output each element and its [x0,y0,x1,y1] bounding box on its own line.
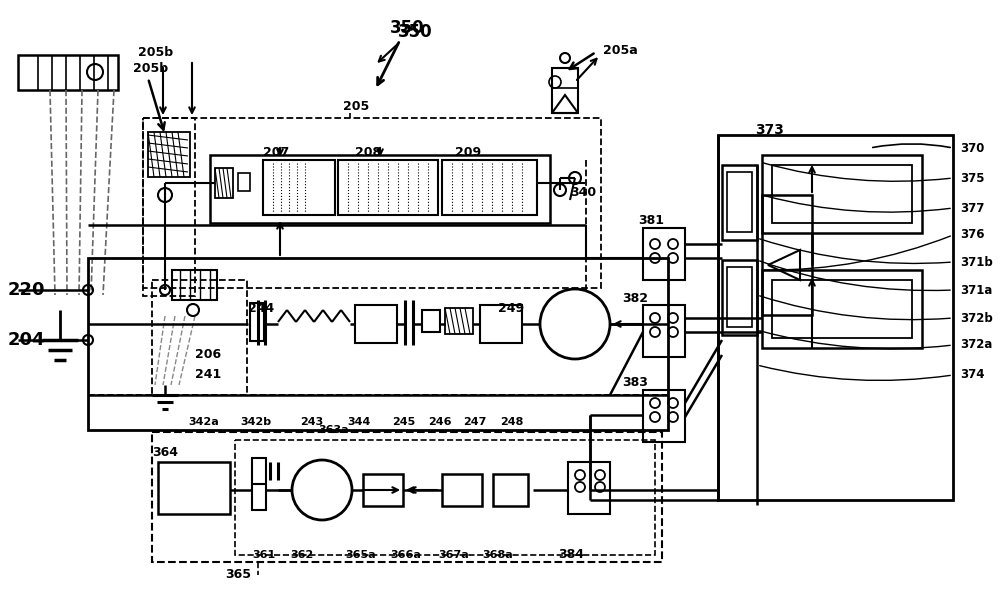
Bar [722,260,757,335]
Bar [152,432,662,562]
Text: 381: 381 [638,213,664,227]
Bar [250,303,264,341]
Text: 365a: 365a [345,550,376,560]
Text: 367a: 367a [438,550,469,560]
Text: 383: 383 [622,377,648,389]
Bar [643,305,685,357]
Bar [338,160,438,215]
Bar [235,440,655,555]
Text: 350: 350 [390,19,425,37]
Bar [172,270,217,300]
Bar [762,195,812,315]
Text: 365: 365 [225,569,251,581]
Text: 350: 350 [398,23,433,41]
Bar [422,310,440,332]
Text: 342a: 342a [188,417,219,427]
Bar [363,474,403,506]
Text: 374: 374 [960,368,984,382]
Text: 362: 362 [290,550,313,560]
Text: 209: 209 [455,145,481,158]
Text: 207: 207 [263,145,289,158]
Text: 205: 205 [343,99,369,112]
Bar [215,168,233,198]
Bar [493,474,528,506]
Text: 245: 245 [392,417,415,427]
Bar [762,155,922,233]
Bar [158,462,230,514]
Bar [643,228,685,280]
Bar [210,155,550,223]
Text: 375: 375 [960,172,984,185]
Bar [552,68,578,113]
Text: 344: 344 [347,417,370,427]
Text: 247: 247 [463,417,486,427]
Text: 243: 243 [300,417,323,427]
Bar [718,135,953,500]
Bar [727,172,752,232]
Text: 248: 248 [500,417,523,427]
Text: 205b: 205b [133,62,168,75]
Text: 220: 220 [8,281,46,299]
Text: 244: 244 [248,301,274,315]
Bar [143,118,601,288]
Bar [88,258,668,430]
Text: 373: 373 [755,123,784,137]
Bar [480,305,522,343]
Text: 382: 382 [622,291,648,304]
Bar [762,270,922,348]
Text: 340: 340 [570,185,596,199]
Bar [148,132,190,177]
Bar [445,308,473,334]
Text: 372a: 372a [960,338,992,352]
Text: 205b: 205b [138,45,173,59]
Text: 206: 206 [195,349,221,362]
Bar [568,462,610,514]
Text: 249: 249 [498,301,524,315]
Bar [442,474,482,506]
Text: 384: 384 [558,548,584,562]
Bar [152,280,247,395]
Bar [772,165,912,223]
Bar [772,280,912,338]
Text: 364: 364 [152,446,178,459]
Bar [643,390,685,442]
Bar [442,160,537,215]
Text: 371a: 371a [960,283,992,297]
Text: 204: 204 [8,331,46,349]
Bar [18,55,118,90]
Text: 370: 370 [960,142,984,154]
Text: 377: 377 [960,202,984,215]
Text: 205a: 205a [603,44,638,56]
Text: 366a: 366a [390,550,421,560]
Text: 208: 208 [355,145,381,158]
Bar [727,267,752,327]
Text: 361: 361 [252,550,275,560]
Bar [143,118,195,296]
Text: 363a: 363a [318,425,349,435]
Text: 342b: 342b [240,417,271,427]
Text: 371b: 371b [960,255,993,269]
Bar [238,173,250,191]
Text: 368a: 368a [482,550,513,560]
Bar [722,165,757,240]
Text: 372b: 372b [960,312,993,325]
Text: 241: 241 [195,368,221,382]
Text: 376: 376 [960,228,984,242]
Bar [355,305,397,343]
Bar [252,458,266,510]
Bar [263,160,335,215]
Text: 246: 246 [428,417,452,427]
